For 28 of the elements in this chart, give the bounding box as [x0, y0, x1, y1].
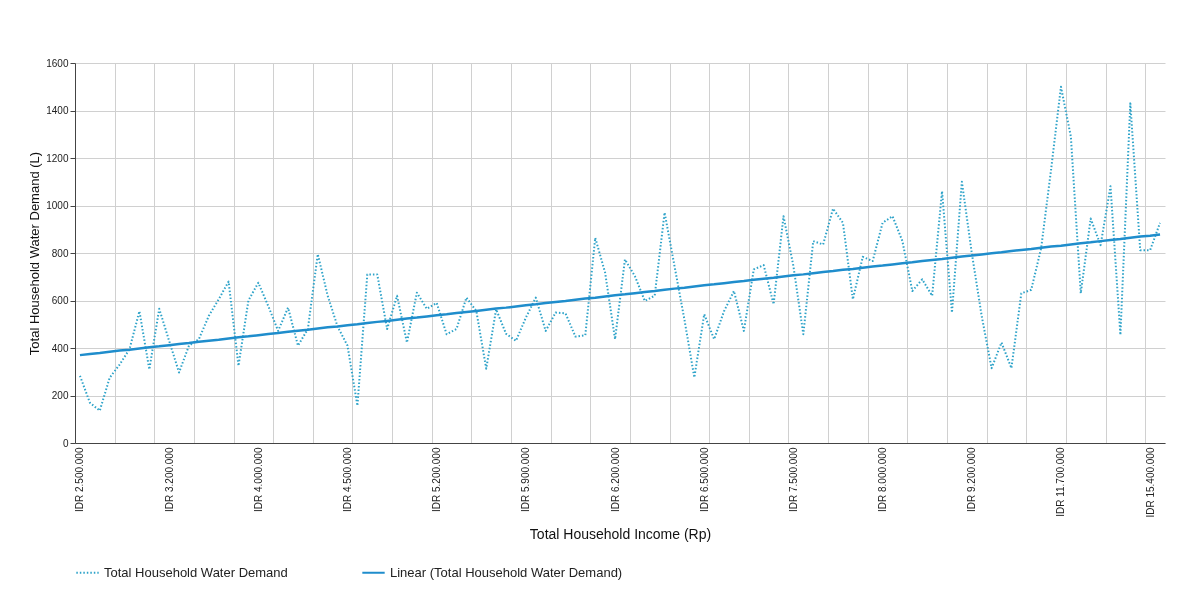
legend-label: Linear (Total Household Water Demand): [390, 564, 623, 580]
x-tick-label: IDR 6.200.000: [609, 447, 621, 512]
y-tick-label: 1000: [46, 200, 69, 211]
y-tick-label: 400: [51, 342, 69, 354]
x-tick-label: IDR 8.000.000: [877, 447, 889, 512]
x-tick-label: IDR 4.000.000: [252, 447, 264, 512]
line-series: [78, 233, 1162, 357]
y-axis-title: Total Household Water Demand (L): [27, 151, 43, 356]
y-tick-label: 600: [51, 295, 69, 306]
y-tick-label: 1600: [46, 57, 69, 69]
x-tick-label: IDR 4.500.000: [342, 447, 353, 512]
y-tick-label: 0: [62, 437, 69, 449]
y-tick-label: 200: [51, 390, 69, 401]
x-tick-label: IDR 2.500.000: [74, 447, 86, 512]
line-series: [78, 85, 1162, 412]
x-tick-label: IDR 5.900.000: [520, 447, 532, 512]
x-tick-label: IDR 3.200.000: [163, 447, 175, 512]
x-tick-label: IDR 5.200.000: [431, 447, 443, 512]
y-tick-label: 1200: [46, 152, 69, 164]
x-tick-label: IDR 7.500.000: [787, 447, 799, 512]
x-tick-label: IDR 6.500.000: [698, 447, 710, 512]
x-tick-label: IDR 9.200.000: [966, 447, 978, 512]
x-tick-label: IDR 11.700.000: [1055, 447, 1067, 517]
y-tick-label: 1400: [46, 105, 69, 116]
x-tick-label: IDR 15.400.000: [1144, 447, 1156, 518]
x-axis-title: Total Household Income (Rp): [529, 525, 712, 542]
y-tick-label: 800: [51, 247, 69, 259]
legend-label: Total Household Water Demand: [104, 564, 288, 580]
